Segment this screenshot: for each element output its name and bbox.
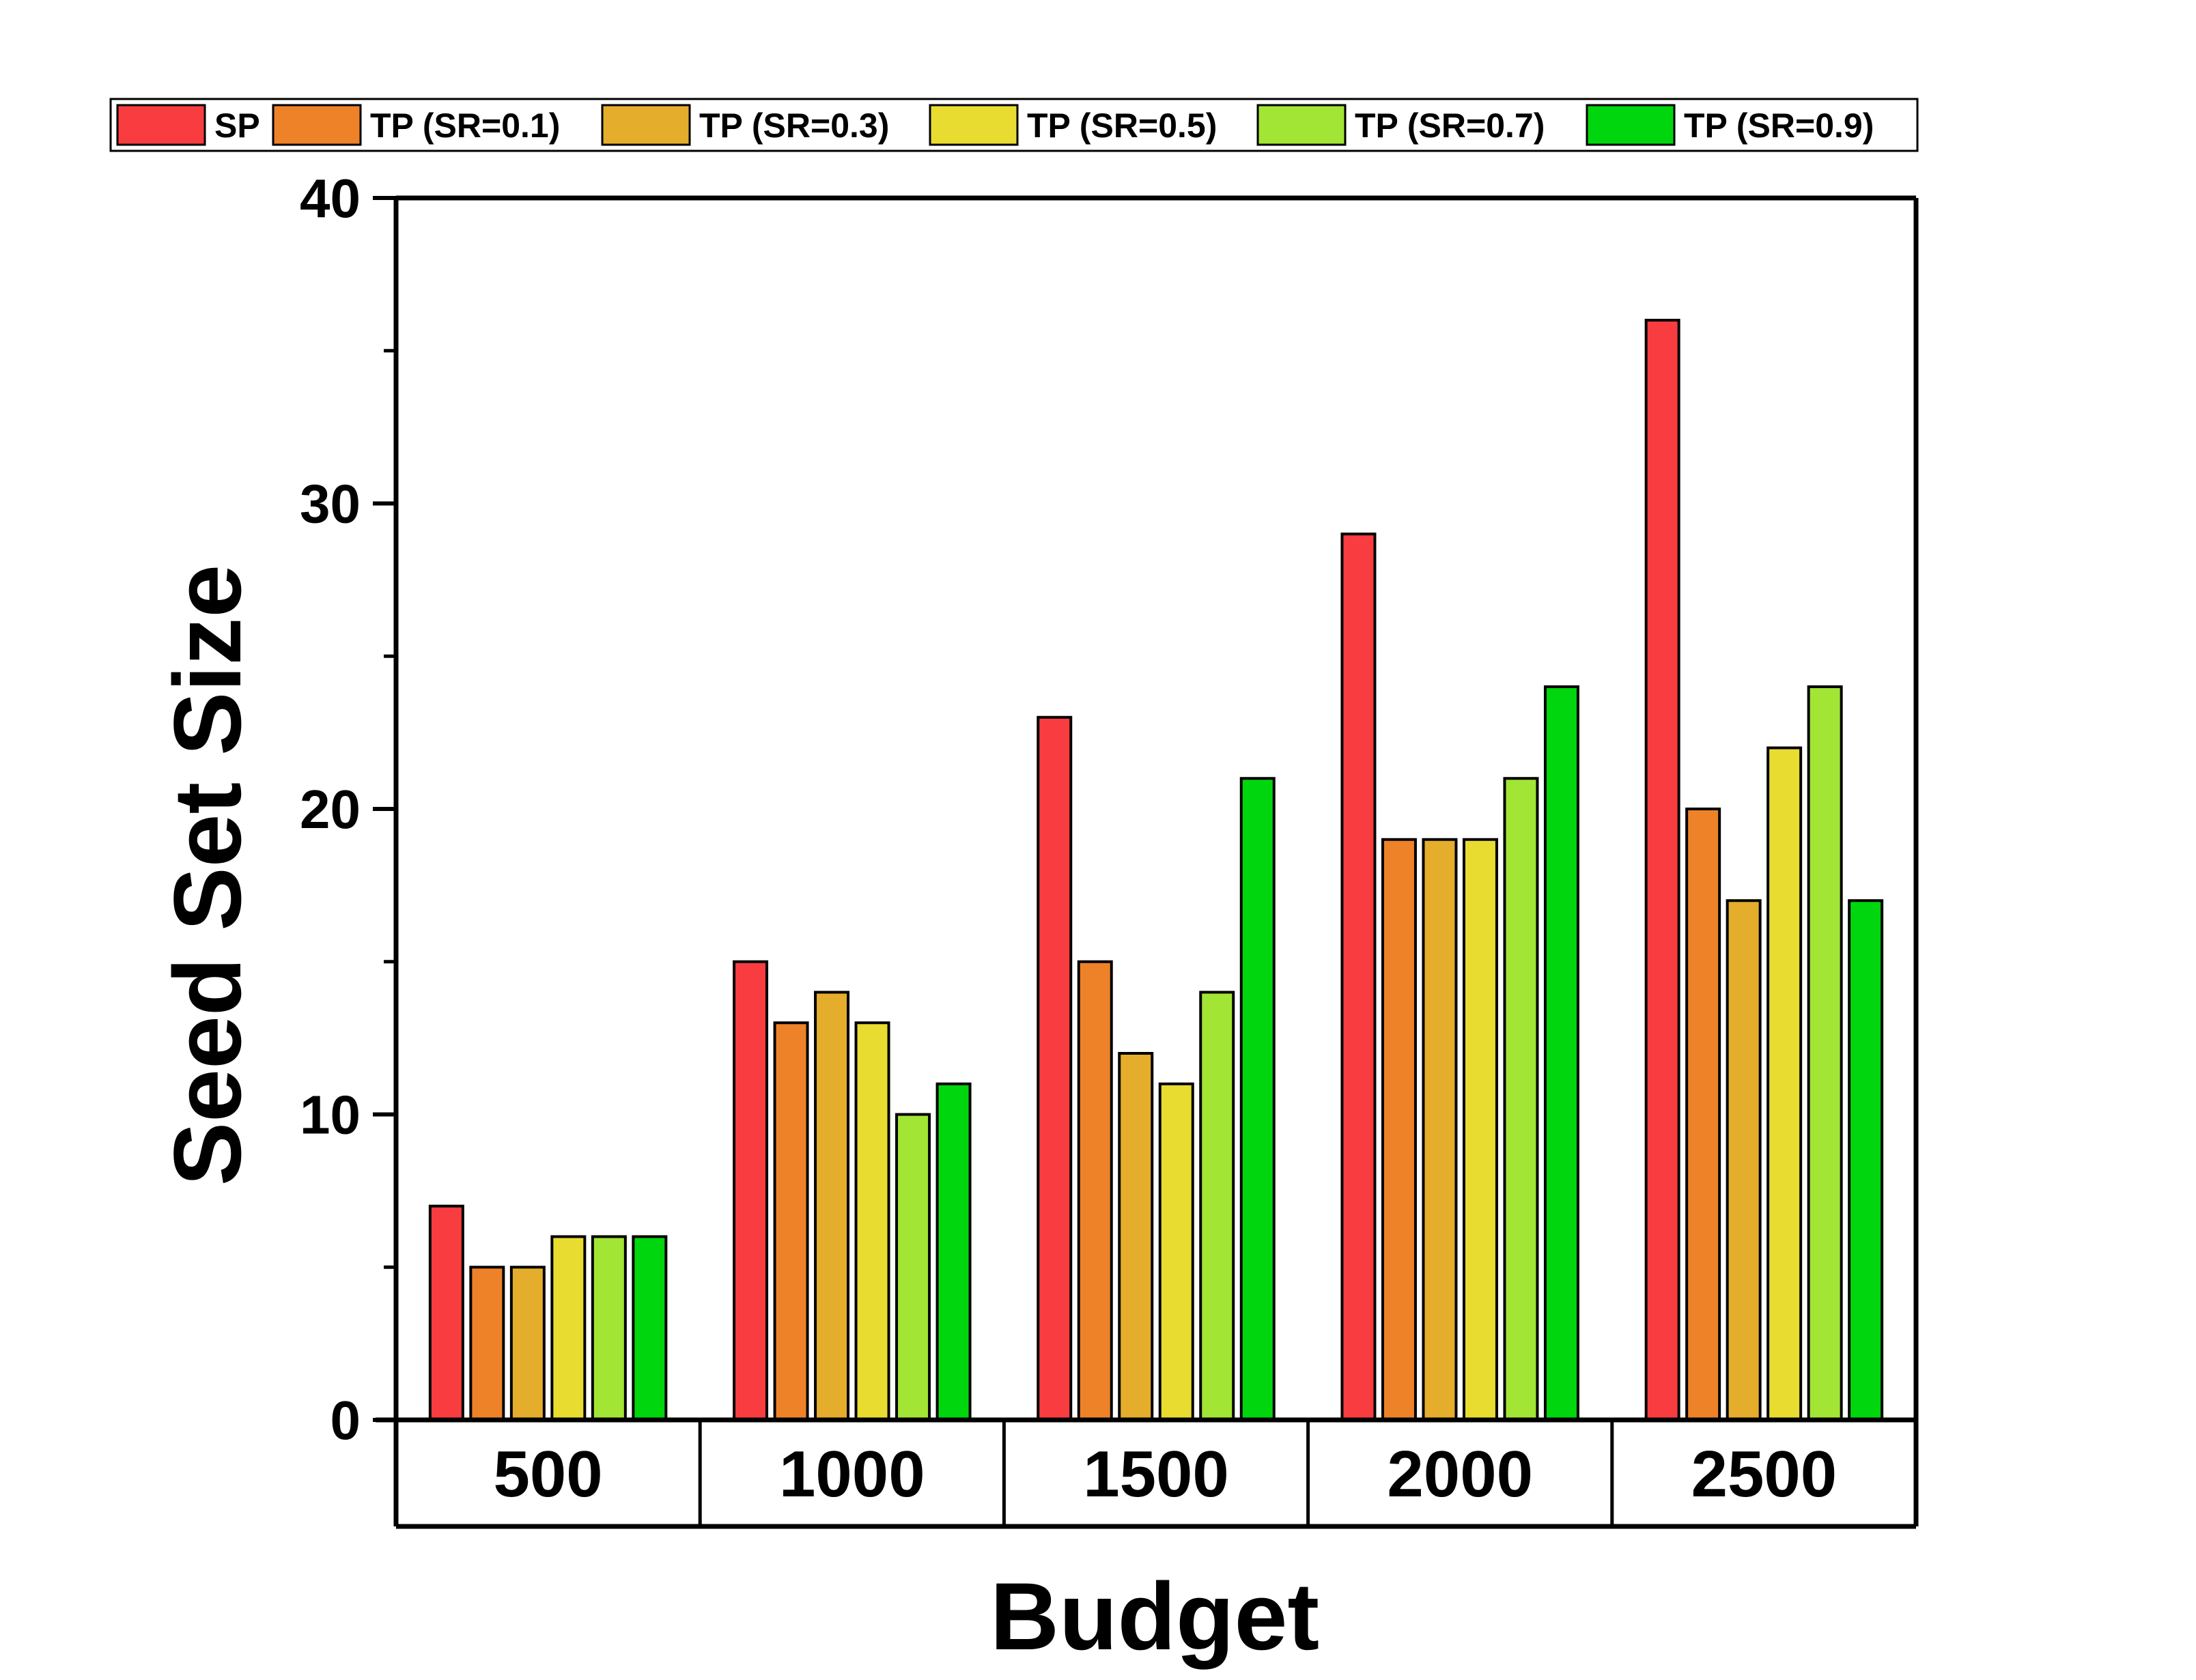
bar-2500-2 bbox=[1685, 808, 1721, 1421]
y-tick-label-20: 20 bbox=[300, 779, 361, 840]
legend-label-3: TP (SR=0.3) bbox=[699, 106, 889, 145]
legend-swatch-4 bbox=[929, 104, 1019, 146]
bar-1000-5 bbox=[895, 1113, 931, 1421]
bar-2000-1 bbox=[1340, 532, 1377, 1421]
bar-1500-3 bbox=[1118, 1052, 1154, 1421]
bar-2500-1 bbox=[1644, 319, 1680, 1421]
bar-500-3 bbox=[509, 1266, 546, 1421]
bar-2500-6 bbox=[1848, 899, 1884, 1421]
category-label-500: 500 bbox=[494, 1438, 603, 1511]
bars bbox=[428, 319, 1884, 1421]
bar-500-2 bbox=[469, 1266, 505, 1421]
y-tick-label-0: 0 bbox=[330, 1390, 361, 1451]
legend-swatch-6 bbox=[1586, 104, 1676, 146]
legend-label-5: TP (SR=0.7) bbox=[1355, 106, 1545, 145]
bar-2500-5 bbox=[1807, 685, 1843, 1421]
bar-500-6 bbox=[632, 1235, 668, 1421]
legend-label-1: SP bbox=[214, 106, 260, 145]
bar-1500-6 bbox=[1239, 777, 1276, 1421]
bar-1000-2 bbox=[773, 1021, 809, 1421]
legend-swatch-1 bbox=[116, 104, 206, 146]
category-label-2000: 2000 bbox=[1387, 1438, 1533, 1511]
bar-2000-3 bbox=[1422, 838, 1458, 1421]
legend-label-4: TP (SR=0.5) bbox=[1027, 106, 1217, 145]
bar-1000-3 bbox=[814, 991, 850, 1421]
bar-2000-4 bbox=[1462, 838, 1498, 1421]
y-axis-title: Seed Set Size bbox=[154, 565, 261, 1186]
bar-1500-4 bbox=[1158, 1082, 1194, 1421]
category-label-2500: 2500 bbox=[1691, 1438, 1838, 1511]
legend-swatch-2 bbox=[272, 104, 362, 146]
bar-2500-3 bbox=[1726, 899, 1762, 1421]
bar-2500-4 bbox=[1766, 746, 1803, 1421]
bar-1000-4 bbox=[854, 1021, 890, 1421]
legend-swatch-3 bbox=[601, 104, 691, 146]
bar-500-1 bbox=[428, 1204, 464, 1421]
bar-1500-2 bbox=[1077, 960, 1113, 1421]
category-label-1500: 1500 bbox=[1083, 1438, 1229, 1511]
legend-label-6: TP (SR=0.9) bbox=[1684, 106, 1874, 145]
legend-swatch-5 bbox=[1256, 104, 1347, 146]
y-tick-label-30: 30 bbox=[300, 474, 361, 535]
bar-500-4 bbox=[550, 1235, 587, 1421]
axes: 500 1000 1500 2000 2500 0 10 20 30 40 bbox=[300, 168, 1919, 1529]
x-axis-title: Budget bbox=[990, 1563, 1319, 1670]
bar-2000-2 bbox=[1381, 838, 1417, 1421]
y-tick-label-40: 40 bbox=[300, 168, 361, 229]
y-tick-label-10: 10 bbox=[300, 1085, 361, 1145]
bar-2000-5 bbox=[1503, 777, 1539, 1421]
bar-500-5 bbox=[591, 1235, 627, 1421]
legend: SP TP (SR=0.1) TP (SR=0.3) TP (SR=0.5) TP (S… bbox=[109, 98, 1919, 152]
legend-label-2: TP (SR=0.1) bbox=[370, 106, 560, 145]
bar-1000-6 bbox=[935, 1082, 972, 1421]
bar-2000-6 bbox=[1543, 685, 1579, 1421]
bar-1000-1 bbox=[733, 960, 769, 1421]
category-label-1000: 1000 bbox=[779, 1438, 925, 1511]
bar-1500-1 bbox=[1037, 715, 1073, 1421]
bar-1500-5 bbox=[1199, 991, 1235, 1421]
